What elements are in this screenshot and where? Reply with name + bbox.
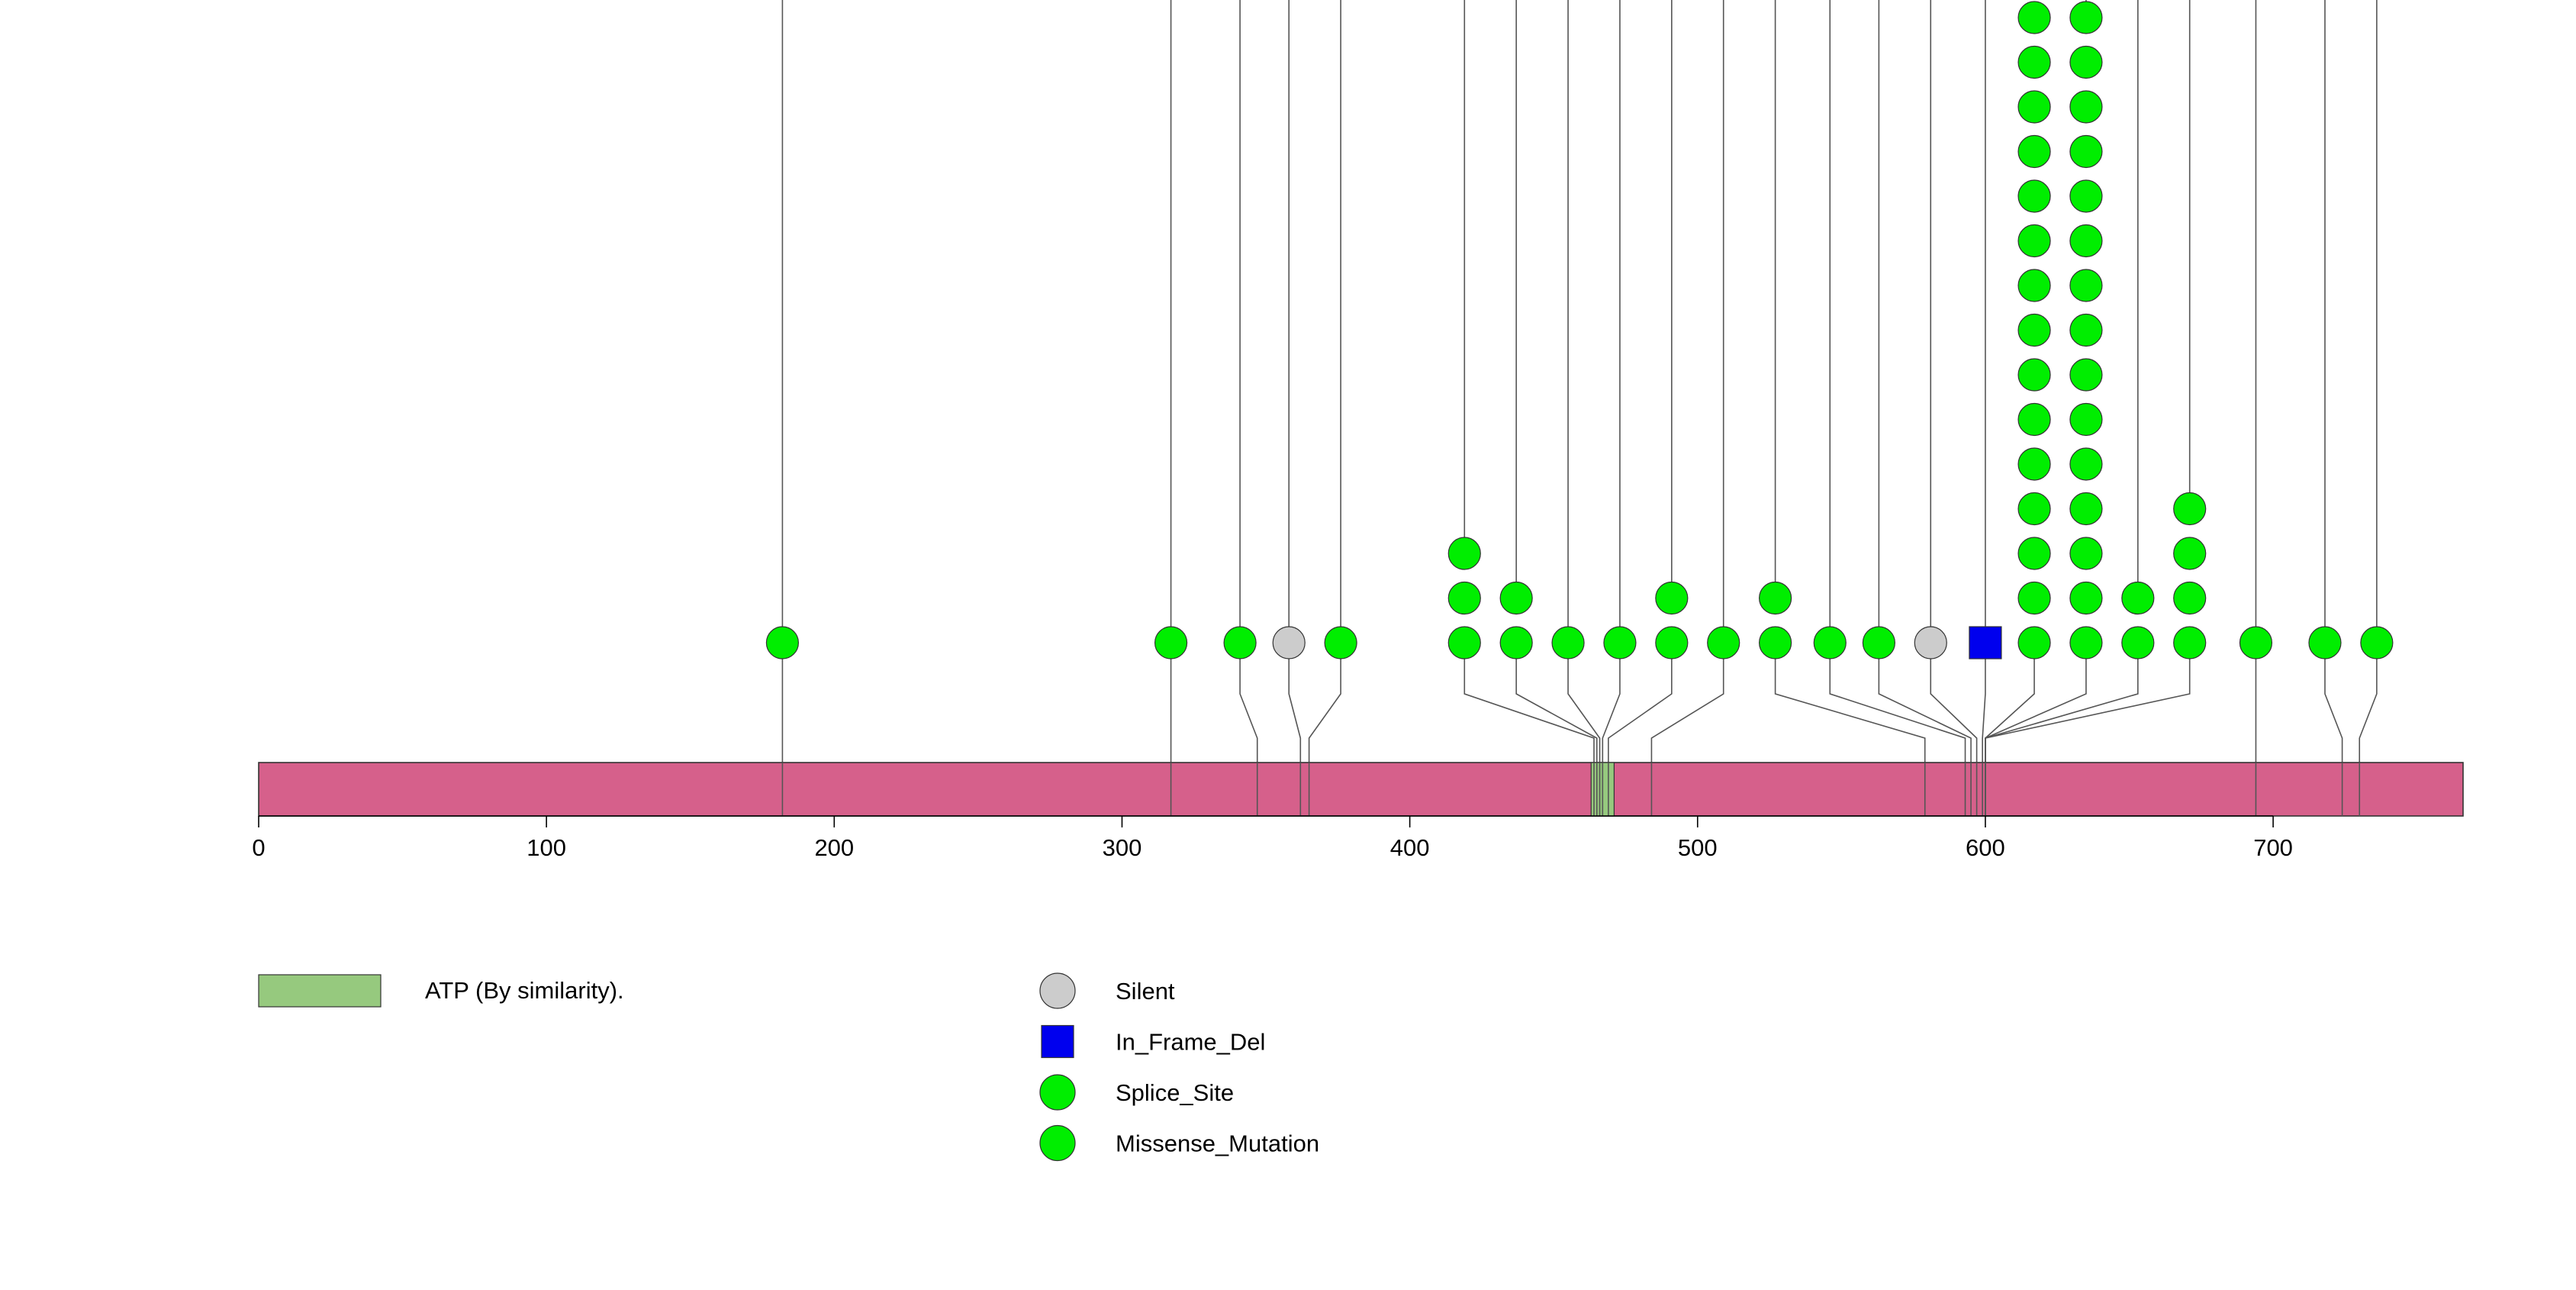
mutation-marker-circle xyxy=(2017,1,2051,34)
mutation-marker-circle xyxy=(2017,45,2051,79)
mutation-marker-circle xyxy=(2069,313,2103,347)
protein-track xyxy=(258,762,2464,817)
mutation-marker-circle xyxy=(2017,358,2051,392)
mutation-marker-circle xyxy=(2173,626,2207,660)
mutation-marker-circle xyxy=(1759,581,1792,615)
mutation-marker-circle xyxy=(2069,492,2103,526)
mutation-marker-circle xyxy=(2017,492,2051,526)
mutation-marker-circle xyxy=(1499,581,1533,615)
mutation-marker-circle xyxy=(1759,626,1792,660)
mutation-marker-circle xyxy=(1223,626,1257,660)
mutation-marker-circle xyxy=(2017,179,2051,213)
mutation-marker-circle xyxy=(1707,626,1740,660)
mutation-marker-circle xyxy=(2069,45,2103,79)
mutation-marker-circle xyxy=(2017,402,2051,437)
mutation-marker-circle xyxy=(1447,581,1481,615)
mutation-marker-circle xyxy=(1324,626,1357,660)
mutation-marker-circle xyxy=(2017,313,2051,347)
mutation-marker-circle xyxy=(2017,537,2051,570)
mutation-marker-circle xyxy=(2069,269,2103,302)
mutation-marker-circle xyxy=(1655,581,1689,615)
x-tick-label: 200 xyxy=(814,834,854,861)
mutation-marker-circle xyxy=(2017,447,2051,481)
legend-domain-label: ATP (By similarity). xyxy=(425,977,624,1004)
mutation-marker-circle xyxy=(1655,626,1689,660)
mutation-marker-circle xyxy=(2069,224,2103,258)
mutation-marker-circle xyxy=(1813,626,1847,660)
legend-type-label: Silent xyxy=(1116,978,1175,1005)
mutation-marker-circle xyxy=(1272,626,1306,660)
x-tick-label: 300 xyxy=(1103,834,1142,861)
mutation-marker-circle xyxy=(1603,626,1637,660)
mutation-marker-circle xyxy=(2360,626,2394,660)
mutation-marker-circle xyxy=(1499,626,1533,660)
mutation-marker-circle xyxy=(2069,90,2103,124)
legend-marker-square xyxy=(1041,1024,1074,1059)
mutation-marker-circle xyxy=(2121,626,2155,660)
mutation-marker-circle xyxy=(2017,90,2051,124)
mutation-marker-circle xyxy=(1447,537,1481,570)
mutation-marker-circle xyxy=(1447,626,1481,660)
x-axis: 0 100 200 300 400 500 600 700 xyxy=(252,815,2293,861)
mutation-marker-square xyxy=(1969,626,2002,660)
mutation-marker-circle xyxy=(2017,134,2051,169)
mutation-marker-circle xyxy=(1154,626,1188,660)
mutation-marker-circle xyxy=(2069,537,2103,570)
x-tick-label: 400 xyxy=(1390,834,1430,861)
x-tick-label: 100 xyxy=(526,834,566,861)
legend: ATP (By similarity). Silent In_Frame_Del Sp… xyxy=(258,972,1319,1162)
mutation-marker-circle xyxy=(2069,358,2103,392)
mutation-marker-circle xyxy=(2069,1,2103,34)
legend-type-label: Missense_Mutation xyxy=(1116,1130,1319,1157)
mutation-marker-circle xyxy=(2017,224,2051,258)
mutation-marker-circle xyxy=(2069,402,2103,437)
mutation-marker-circle xyxy=(1914,626,1947,660)
x-tick-label: 0 xyxy=(252,834,265,861)
mutation-marker-circle xyxy=(2121,581,2155,615)
mutation-marker-circle xyxy=(2017,269,2051,302)
mutation-marker-circle xyxy=(1862,626,1895,660)
legend-domain-swatch xyxy=(258,974,382,1008)
legend-type-label: In_Frame_Del xyxy=(1116,1029,1265,1056)
mutation-marker-circle xyxy=(2069,626,2103,660)
x-tick-label: 500 xyxy=(1678,834,1718,861)
mutation-marker-circle xyxy=(2173,537,2207,570)
mutation-marker-circle xyxy=(2069,447,2103,481)
mutation-marker-circle xyxy=(2173,581,2207,615)
x-tick-label: 700 xyxy=(2253,834,2293,861)
legend-marker-circle xyxy=(1039,1074,1076,1111)
mutation-marker-circle xyxy=(2308,626,2342,660)
mutation-marker-circle xyxy=(765,626,800,660)
mutation-marker-circle xyxy=(2069,134,2103,169)
mutation-marker-circle xyxy=(2173,492,2207,526)
mutation-markers xyxy=(765,1,2394,660)
protein-bar xyxy=(258,762,2464,817)
x-tick-label: 600 xyxy=(1966,834,2005,861)
legend-marker-circle xyxy=(1039,972,1076,1009)
mutation-marker-circle xyxy=(1551,626,1585,660)
offscale-stems xyxy=(781,0,2378,627)
mutation-marker-circle xyxy=(2017,581,2051,615)
mutation-marker-circle xyxy=(2017,626,2051,660)
mutation-marker-circle xyxy=(2069,179,2103,213)
legend-marker-circle xyxy=(1039,1124,1076,1162)
mutation-marker-circle xyxy=(2239,626,2273,660)
mutation-marker-circle xyxy=(2069,581,2103,615)
legend-type-label: Splice_Site xyxy=(1116,1079,1234,1106)
